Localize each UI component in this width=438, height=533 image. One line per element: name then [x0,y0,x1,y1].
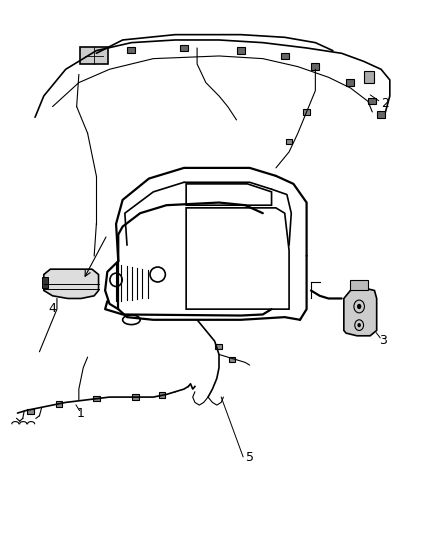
Bar [159,392,166,398]
Bar [180,45,188,51]
Bar [303,109,310,115]
Bar [56,401,63,407]
Bar [364,71,374,83]
Text: 3: 3 [379,334,387,347]
Bar [311,63,319,70]
Polygon shape [44,269,99,298]
Bar [127,47,135,53]
Bar [237,47,245,54]
Circle shape [357,323,361,327]
Bar [27,409,34,414]
Bar [229,357,236,362]
Text: 5: 5 [246,451,254,464]
Polygon shape [350,280,368,290]
Bar [93,396,99,401]
Bar [346,79,354,86]
Bar [80,47,109,64]
Circle shape [357,304,361,309]
Bar [286,139,293,144]
Polygon shape [344,288,377,336]
Text: 4: 4 [49,302,57,315]
Bar [132,394,139,400]
Bar [281,53,289,59]
Bar [368,98,376,104]
Bar [215,344,222,349]
Bar [377,111,385,118]
Text: 1: 1 [77,407,85,420]
Text: 2: 2 [381,96,389,110]
Bar [42,277,48,288]
